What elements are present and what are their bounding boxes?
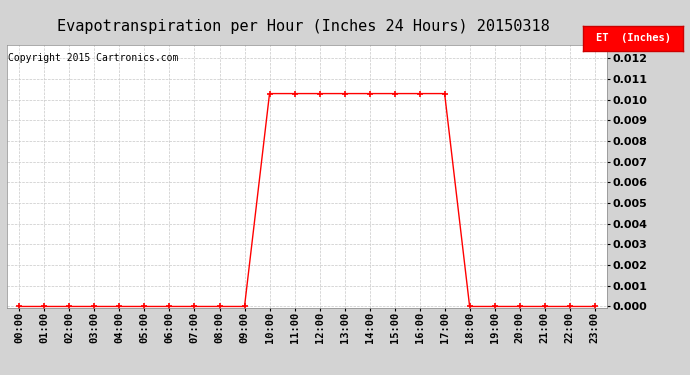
Text: Copyright 2015 Cartronics.com: Copyright 2015 Cartronics.com <box>8 53 178 63</box>
Text: ET  (Inches): ET (Inches) <box>595 33 671 44</box>
Text: Evapotranspiration per Hour (Inches 24 Hours) 20150318: Evapotranspiration per Hour (Inches 24 H… <box>57 19 550 34</box>
